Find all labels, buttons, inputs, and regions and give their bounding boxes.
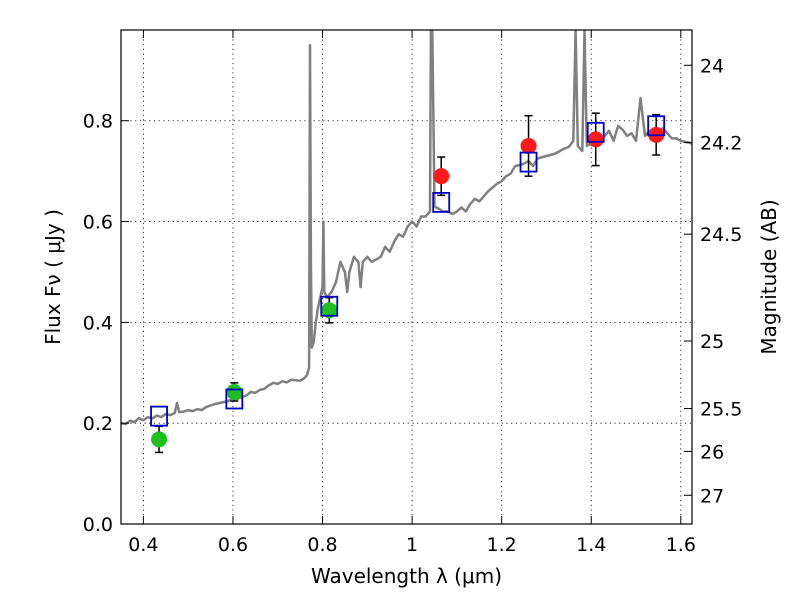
photometry-point	[520, 137, 537, 154]
x-axis-label: Wavelength λ (μm)	[311, 564, 502, 588]
y-tick-label: 0.6	[83, 212, 113, 234]
y-tick-label: 0.4	[83, 312, 113, 334]
right-tick-label: 27	[700, 485, 724, 507]
photometry-point	[151, 431, 168, 448]
tick-layer: 0.4 0.6 0.8 1 1.2 1.4 1.6 0.0 0.2 0.4 0.6 0.8 24 24.2…	[83, 30, 742, 556]
model-band-square	[150, 405, 168, 427]
x-tick-label: 1	[406, 534, 418, 556]
x-tick-label: 0.8	[307, 534, 337, 556]
y-tick-label: 0.8	[83, 111, 113, 133]
photometry-point	[433, 168, 450, 185]
right-tick-label: 26	[700, 441, 724, 463]
model-band-square	[432, 191, 451, 213]
model-band-square	[320, 295, 339, 317]
y-tick-label: 0.0	[83, 514, 113, 536]
x-tick-label: 0.6	[218, 534, 248, 556]
model-band-square	[647, 115, 666, 137]
right-tick-label: 24	[700, 55, 724, 77]
right-tick-label: 24.2	[700, 132, 742, 154]
right-tick-label: 24.5	[700, 224, 742, 246]
photometry-point	[321, 302, 338, 319]
right-tick-label: 25	[700, 331, 724, 353]
right-axis-label: Magnitude (AB)	[757, 199, 781, 354]
marker-layer	[150, 112, 666, 454]
y-axis-label: Flux Fν ( μJy )	[41, 209, 65, 345]
plot-frame	[120, 29, 693, 525]
x-tick-label: 1.4	[576, 534, 606, 556]
model-band-square	[519, 151, 538, 173]
model-band-square	[586, 121, 605, 143]
photometry-point	[587, 131, 604, 148]
x-tick-label: 1.2	[487, 534, 517, 556]
photometry-point	[226, 383, 243, 400]
right-tick-label: 25.5	[700, 399, 742, 421]
line-layer	[121, 30, 692, 426]
model-sed-line	[121, 30, 692, 426]
model-band-square	[225, 388, 244, 410]
x-tick-label: 0.4	[128, 534, 158, 556]
y-tick-label: 0.2	[83, 413, 113, 435]
x-tick-label: 1.6	[666, 534, 696, 556]
